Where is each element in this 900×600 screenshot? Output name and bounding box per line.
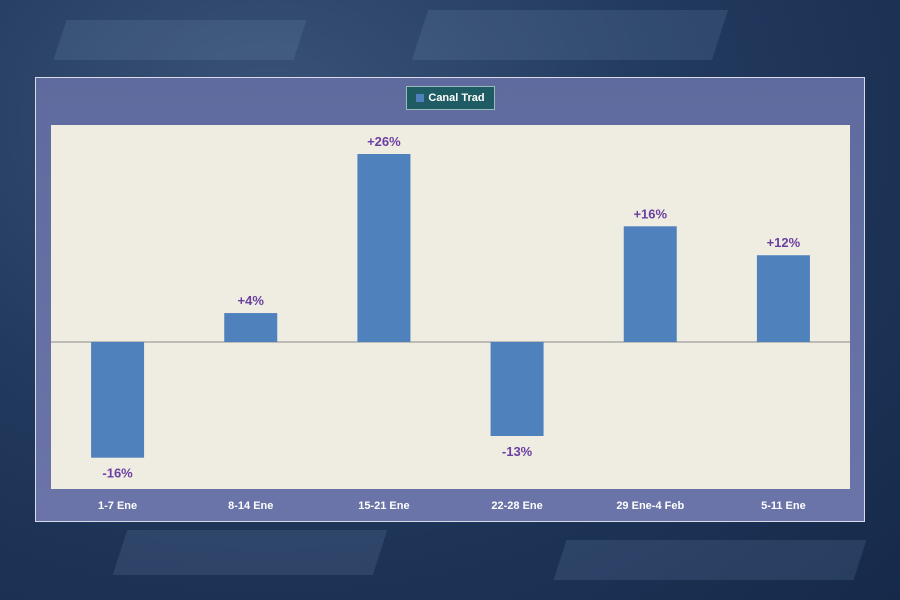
legend-label: Canal Trad [428, 92, 485, 104]
bar [357, 154, 411, 342]
legend-swatch [416, 94, 425, 102]
data-label: +12% [767, 235, 801, 250]
bar [623, 226, 677, 342]
chart-legend: Canal Trad [406, 86, 495, 110]
data-label: +16% [633, 206, 667, 221]
data-label: -13% [502, 444, 533, 459]
x-tick-label: 15-21 Ene [358, 500, 409, 512]
data-label: +26% [367, 134, 401, 149]
plot-area [51, 125, 850, 489]
x-tick-label: 5-11 Ene [761, 500, 806, 512]
bar [224, 313, 278, 342]
x-tick-label: 29 Ene-4 Feb [616, 500, 684, 512]
bar [490, 342, 544, 436]
bar [756, 255, 810, 342]
x-tick-label: 1-7 Ene [98, 500, 137, 512]
bar [91, 342, 145, 458]
data-label: +4% [238, 293, 265, 308]
x-tick-label: 8-14 Ene [228, 500, 273, 512]
data-label: -16% [102, 466, 133, 481]
x-tick-label: 22-28 Ene [491, 500, 542, 512]
